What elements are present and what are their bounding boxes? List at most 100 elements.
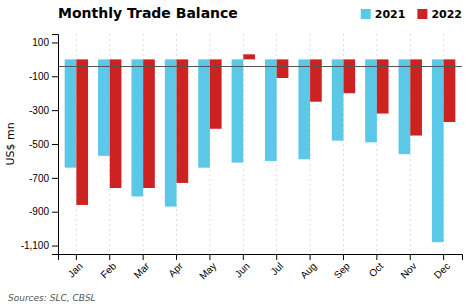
tick-label: -300: [29, 105, 49, 116]
legend-item: 2021: [361, 8, 406, 21]
tick-mark: [410, 254, 411, 260]
tick: -100: [29, 71, 58, 82]
bar: [143, 59, 155, 188]
tick: Feb: [98, 254, 118, 280]
tick: Oct: [367, 254, 386, 279]
tick: Dec: [432, 254, 452, 281]
bar: [232, 59, 244, 162]
tick-label: Jun: [233, 260, 252, 279]
bar: [365, 59, 377, 142]
plot: 100 -100 -300 -500 -700 -900 -1,100 Jan Feb Mar Ap…: [21, 34, 463, 282]
tick-mark: [209, 254, 210, 260]
bar: [265, 59, 277, 161]
tick-mark: [243, 254, 244, 260]
tick-label: Jan: [66, 260, 85, 279]
bar: [98, 59, 110, 155]
series: [65, 59, 444, 242]
bar: [131, 59, 143, 196]
tick-mark: [343, 254, 344, 260]
tick: -700: [29, 173, 58, 184]
tick-label: Apr: [166, 260, 185, 279]
source: Sources: SLC, CBSL: [8, 293, 96, 303]
bar: [310, 59, 322, 101]
tick-mark: [176, 254, 177, 260]
tick-label: -1,100: [21, 240, 50, 251]
tick-label: May: [197, 260, 218, 281]
tick-mark: [376, 254, 377, 260]
tick-mark: [52, 212, 58, 213]
tick-mark: [109, 254, 110, 260]
axis-line: [59, 255, 463, 261]
tick-mark: [52, 178, 58, 179]
bar: [65, 59, 77, 167]
bar: [332, 59, 344, 140]
bar: [165, 59, 177, 206]
tick: Mar: [132, 254, 152, 280]
y-label: US$ mn: [4, 122, 17, 165]
tick-mark: [276, 254, 277, 260]
tick-label: Aug: [298, 260, 318, 280]
tick: Jun: [233, 254, 252, 280]
legend-label: 2022: [431, 8, 462, 21]
axis-line: [52, 35, 59, 255]
reference-line: [58, 66, 462, 67]
bar: [198, 59, 210, 167]
tick-label: Sep: [332, 260, 353, 281]
tick-label: -700: [29, 173, 49, 184]
legend-swatch: [417, 9, 427, 19]
tick-mark: [443, 254, 444, 260]
legend-item: 2022: [417, 8, 462, 21]
tick-label: -900: [29, 206, 49, 217]
tick: -900: [29, 206, 58, 217]
bar: [444, 59, 456, 122]
bar: [76, 59, 88, 205]
tick-mark: [52, 110, 58, 111]
tick-label: 100: [32, 37, 49, 48]
tick-mark: [143, 254, 144, 260]
bar: [377, 59, 389, 113]
tick-mark: [52, 76, 58, 77]
tick: Aug: [298, 254, 318, 281]
x-axis: Jan Feb Mar Apr May Jun Jul Aug Sep Oct Nov Dec: [59, 254, 463, 282]
tick-label: Oct: [367, 260, 386, 279]
marks: [58, 34, 462, 254]
tick: Jan: [66, 254, 85, 280]
bar: [432, 59, 444, 242]
tick: -300: [29, 105, 58, 116]
bar: [243, 54, 255, 59]
title: Monthly Trade Balance: [58, 5, 238, 21]
bar: [210, 59, 222, 128]
series: [76, 54, 455, 205]
tick: 100: [32, 37, 58, 48]
tick-label: Mar: [132, 260, 152, 280]
tick: -1,100: [21, 240, 58, 251]
y-axis: 100 -100 -300 -500 -700 -900 -1,100: [21, 35, 59, 255]
legend-swatch: [361, 9, 371, 19]
bar: [399, 59, 411, 154]
tick: -500: [29, 139, 58, 150]
tick-mark: [76, 254, 77, 260]
bar: [277, 59, 289, 78]
tick: Nov: [398, 254, 418, 281]
bar: [343, 59, 355, 93]
bar: [177, 59, 189, 183]
tick: Jul: [268, 254, 285, 277]
tick: Apr: [166, 254, 185, 279]
legend-label: 2021: [375, 8, 406, 21]
grid: [76, 34, 443, 254]
tick: Sep: [332, 254, 353, 281]
tick-label: Jul: [268, 260, 285, 277]
tick-mark: [52, 144, 58, 145]
tick-label: Dec: [432, 260, 452, 280]
tick-label: Nov: [398, 260, 418, 280]
chart: 100 -100 -300 -500 -700 -900 -1,100 Jan Feb Mar Ap…: [0, 0, 474, 306]
tick-mark: [52, 42, 58, 43]
tick-mark: [310, 254, 311, 260]
tick: May: [197, 254, 218, 282]
tick-label: -100: [29, 71, 49, 82]
bar: [110, 59, 122, 188]
bar: [298, 59, 310, 159]
tick-label: Feb: [98, 260, 118, 280]
bar: [410, 59, 422, 135]
tick-label: -500: [29, 139, 49, 150]
